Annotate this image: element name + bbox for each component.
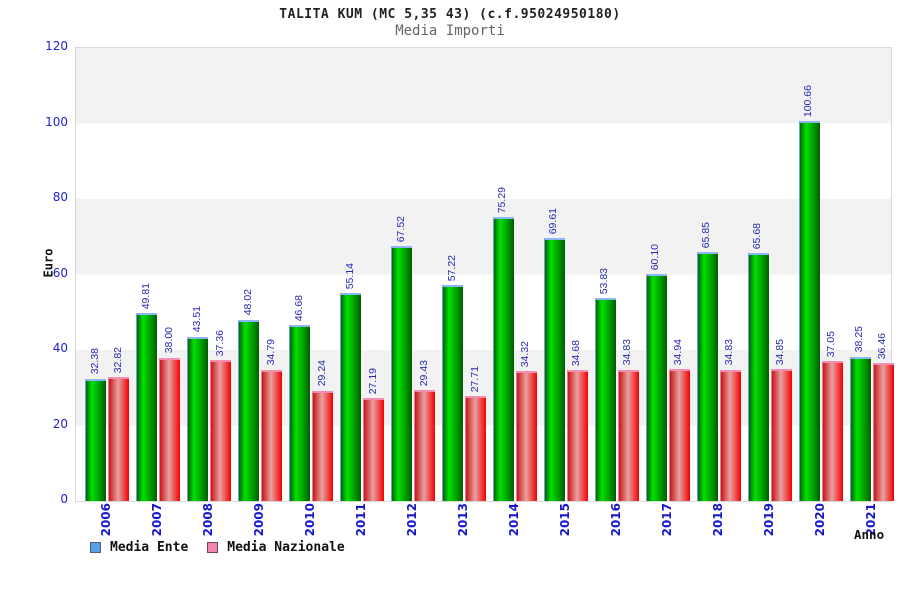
value-label-media-ente-2007: 49.81 [139, 282, 152, 309]
bar-media-nazionale-2008 [210, 359, 232, 501]
value-label-media-ente-2016: 53.83 [598, 267, 611, 294]
bar-media-nazionale-2006 [108, 377, 130, 501]
value-label-media-nazionale-2009: 34.79 [264, 339, 277, 366]
value-label-media-nazionale-2015: 34.68 [570, 339, 583, 367]
value-label-media-nazionale-2019: 34.85 [774, 339, 787, 366]
x-tick-label-2012: 2012 [405, 503, 420, 537]
value-label-media-nazionale-2011: 27.19 [366, 368, 379, 395]
bar-media-nazionale-2020 [821, 361, 843, 501]
value-label-media-ente-2010: 46.68 [292, 294, 305, 321]
bar-media-nazionale-2019 [770, 369, 792, 501]
chart-title: TALITA KUM (MC 5,35 43) (c.f.95024950180… [279, 7, 621, 22]
x-axis-title: Anno [854, 527, 885, 542]
bar-media-ente-2021 [849, 356, 871, 501]
x-tick-label-2017: 2017 [659, 503, 674, 537]
value-label-media-ente-2012: 67.52 [394, 215, 407, 243]
bar-media-nazionale-2013 [465, 396, 487, 501]
bar-media-nazionale-2015 [566, 370, 588, 501]
value-label-media-nazionale-2014: 34.32 [519, 341, 532, 368]
bar-media-ente-2007 [136, 312, 158, 501]
bar-media-nazionale-2018 [719, 369, 741, 501]
value-label-media-ente-2006: 32.38 [88, 348, 101, 375]
bar-media-nazionale-2016 [617, 369, 639, 501]
bar-media-nazionale-2009 [261, 369, 283, 501]
bar-media-nazionale-2021 [872, 363, 894, 501]
bar-media-ente-2011 [340, 292, 362, 501]
y-tick-label: 60 [52, 265, 68, 280]
y-tick-label: 80 [52, 190, 68, 204]
x-tick-label-2014: 2014 [506, 503, 521, 537]
x-tick-label-2011: 2011 [354, 503, 369, 537]
value-label-media-ente-2013: 57.22 [445, 254, 458, 281]
value-label-media-ente-2017: 60.10 [649, 243, 662, 271]
bar-media-nazionale-2011 [363, 398, 385, 501]
y-tick-label: 20 [52, 416, 68, 431]
value-label-media-nazionale-2013: 27.71 [468, 366, 481, 393]
bar-media-ente-2006 [85, 378, 107, 501]
value-label-media-ente-2008: 43.51 [190, 306, 203, 333]
legend-swatch-media-ente [90, 542, 101, 553]
legend: Media Ente Media Nazionale [90, 540, 345, 555]
value-label-media-nazionale-2012: 29.43 [417, 359, 430, 386]
value-label-media-nazionale-2016: 34.83 [621, 339, 634, 366]
bar-media-ente-2012 [391, 246, 413, 501]
plot-area: 32.38 32.82 49.81 38.00 43.51 37.36 48.02 34.79… [75, 47, 894, 502]
bar-media-nazionale-2014 [515, 371, 537, 501]
x-tick-label-2006: 2006 [99, 503, 114, 537]
x-tick-label-2007: 2007 [150, 503, 165, 537]
bar-media-nazionale-2017 [668, 369, 690, 501]
legend-label-media-nazionale: Media Nazionale [227, 540, 345, 555]
value-label-media-nazionale-2020: 37.05 [825, 330, 838, 358]
value-label-media-ente-2014: 75.29 [496, 186, 509, 213]
bar-media-ente-2010 [289, 324, 311, 501]
bar-media-ente-2014 [492, 216, 514, 501]
x-tick-label-2018: 2018 [710, 503, 725, 537]
bar-media-ente-2020 [798, 121, 820, 501]
value-label-media-ente-2009: 48.02 [241, 289, 254, 316]
value-label-media-ente-2018: 65.85 [700, 222, 713, 249]
y-tick-label: 120 [45, 39, 68, 53]
value-label-media-nazionale-2018: 34.83 [723, 339, 736, 366]
x-tick-label-2019: 2019 [761, 503, 776, 537]
x-tick-label-2015: 2015 [557, 503, 572, 537]
bar-media-ente-2013 [442, 285, 464, 501]
y-tick-label: 100 [45, 114, 68, 129]
bar-media-ente-2015 [543, 238, 565, 501]
value-label-media-ente-2019: 65.68 [751, 222, 764, 250]
bar-media-ente-2018 [696, 252, 718, 501]
value-label-media-nazionale-2007: 38.00 [162, 327, 175, 354]
value-label-media-nazionale-2006: 32.82 [111, 346, 124, 374]
bar-media-ente-2016 [594, 297, 616, 501]
value-label-media-ente-2021: 38.25 [853, 326, 866, 353]
value-label-media-nazionale-2010: 29.24 [315, 360, 328, 387]
x-tick-label-2016: 2016 [608, 503, 623, 537]
value-label-media-nazionale-2008: 37.36 [213, 329, 226, 356]
value-label-media-ente-2011: 55.14 [343, 262, 356, 289]
y-tick-label: 40 [52, 341, 68, 355]
value-label-media-nazionale-2017: 34.94 [672, 338, 685, 366]
x-tick-label-2020: 2020 [812, 503, 827, 537]
legend-swatch-media-nazionale [207, 542, 219, 553]
legend-label-media-ente: Media Ente [110, 540, 189, 555]
bar-media-ente-2019 [747, 253, 769, 501]
chart-subtitle: Media Importi [395, 23, 505, 39]
bar-media-ente-2008 [187, 336, 209, 501]
x-tick-label-2009: 2009 [252, 503, 267, 537]
value-label-media-nazionale-2021: 36.46 [876, 333, 889, 360]
bar-media-ente-2009 [238, 319, 260, 501]
bar-media-nazionale-2012 [414, 389, 436, 501]
bar-media-nazionale-2007 [159, 357, 181, 501]
y-tick-label: 0 [60, 492, 68, 506]
value-label-media-ente-2020: 100.66 [802, 84, 815, 118]
x-tick-label-2008: 2008 [201, 503, 216, 537]
bar-media-nazionale-2010 [312, 390, 334, 501]
x-tick-label-2010: 2010 [303, 503, 318, 537]
x-tick-label-2013: 2013 [456, 503, 471, 537]
bar-media-ente-2017 [645, 274, 667, 501]
value-label-media-ente-2015: 69.61 [547, 207, 560, 235]
